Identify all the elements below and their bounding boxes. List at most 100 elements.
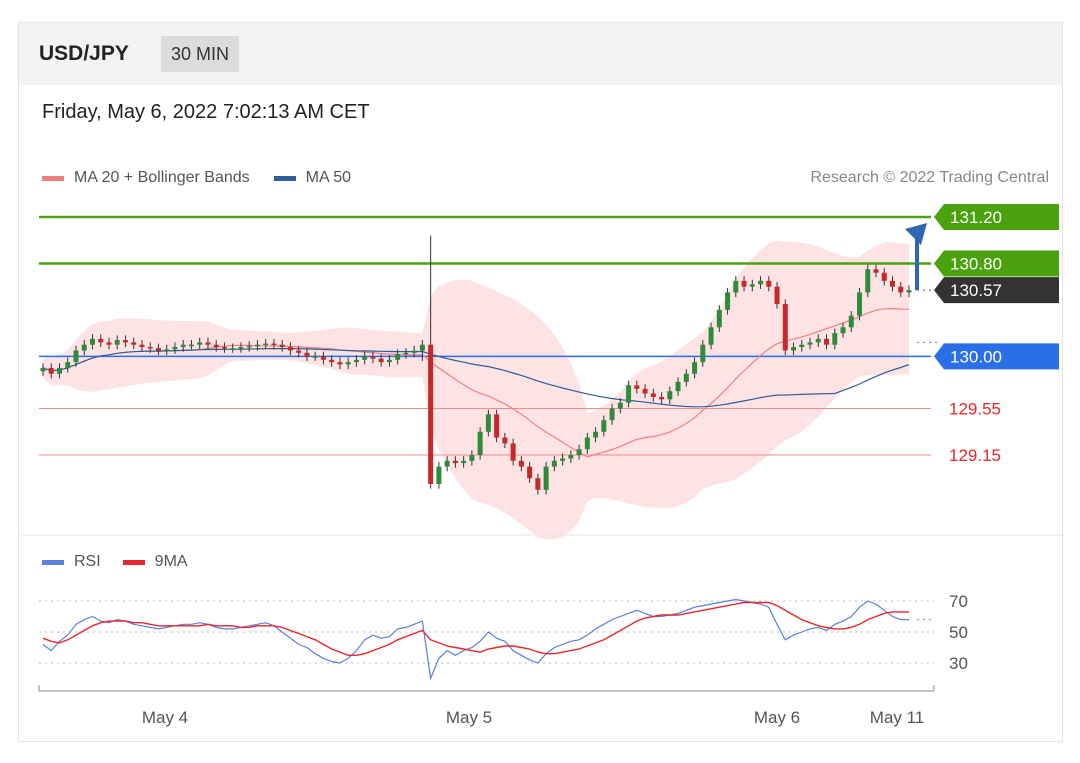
- level-label: 129.55: [949, 400, 1001, 419]
- candle: [197, 337, 203, 350]
- candle-body: [139, 344, 145, 348]
- candle: [48, 363, 54, 379]
- level-label: 129.15: [949, 446, 1001, 465]
- ma50-swatch: [273, 175, 296, 181]
- level-label: 130.00: [950, 347, 1002, 366]
- candle: [40, 363, 46, 377]
- candle-body: [675, 381, 681, 392]
- candle-body: [213, 344, 219, 348]
- timeframe-badge[interactable]: 30 MIN: [161, 36, 240, 72]
- candle-body: [378, 358, 384, 363]
- candle: [708, 322, 714, 350]
- candle: [832, 328, 838, 350]
- candle-body: [370, 356, 376, 359]
- candle-body: [411, 350, 417, 353]
- candle: [593, 427, 599, 443]
- ma50-legend-label: MA 50: [305, 169, 352, 186]
- candle: [716, 305, 722, 332]
- research-credit: Research © 2022 Trading Central: [810, 169, 1049, 186]
- candle: [362, 351, 368, 365]
- candle: [180, 340, 186, 352]
- candle-body: [386, 359, 392, 363]
- candle: [106, 337, 112, 350]
- candle-body: [81, 344, 87, 351]
- candle: [353, 355, 359, 367]
- candle-body: [576, 449, 582, 455]
- level-label: 131.20: [950, 208, 1002, 227]
- candle-body: [485, 414, 491, 432]
- candle-body: [254, 344, 260, 347]
- level-label: 130.80: [950, 254, 1002, 273]
- candle-body: [865, 269, 871, 293]
- forecast-arrow-head: [905, 223, 927, 245]
- candle-body: [815, 338, 821, 343]
- rsi-ma-swatch: [122, 559, 145, 565]
- candle-body: [428, 344, 434, 485]
- rsi-tick-70: 70: [949, 592, 968, 611]
- candle: [733, 276, 739, 298]
- candle: [386, 355, 392, 367]
- candle-body: [873, 269, 879, 273]
- candle-body: [436, 466, 442, 485]
- chart-header: USD/JPY 30 MIN: [19, 23, 1062, 85]
- candle: [527, 461, 533, 483]
- candle-body: [230, 348, 236, 350]
- candle-body: [320, 356, 326, 360]
- candle: [791, 342, 797, 356]
- candle: [782, 299, 788, 356]
- candle-body: [221, 347, 227, 349]
- candle-body: [609, 408, 615, 421]
- level-tag-130-00: 130.00: [934, 343, 1059, 370]
- level-label: 130.57: [950, 281, 1002, 300]
- candle-body: [906, 290, 912, 293]
- candle-body: [147, 347, 153, 349]
- candle-body: [840, 327, 846, 334]
- candle-body: [584, 437, 590, 450]
- candle-body: [749, 284, 755, 287]
- candle: [461, 456, 467, 468]
- candle: [188, 340, 194, 350]
- candle-body: [114, 340, 120, 345]
- x-tick-label: May 11: [870, 708, 925, 727]
- candle-body: [659, 396, 665, 400]
- rsi-swatch: [42, 559, 64, 565]
- candle-body: [122, 340, 128, 343]
- candle-body: [345, 362, 351, 365]
- candle-body: [98, 338, 104, 343]
- candle: [824, 334, 830, 350]
- candle-body: [832, 333, 838, 345]
- candle: [230, 343, 236, 353]
- candle-body: [395, 353, 401, 360]
- candle: [395, 349, 401, 365]
- level-tag-shape: [934, 204, 1059, 230]
- candle: [81, 340, 87, 356]
- candle: [890, 276, 896, 292]
- rsi-line: [42, 598, 909, 681]
- candle: [89, 334, 95, 350]
- candle-body: [329, 359, 335, 363]
- candle-body: [848, 315, 854, 328]
- level-tag-131-20: 131.20: [934, 204, 1059, 230]
- candle: [172, 342, 178, 354]
- candle-body: [535, 478, 541, 490]
- candle: [807, 337, 813, 350]
- candle-body: [560, 458, 566, 461]
- rsi-ma-line: [42, 601, 909, 656]
- bollinger-band: [43, 240, 909, 540]
- chart-datetime: Friday, May 6, 2022 7:02:13 AM CET: [42, 101, 370, 123]
- candle: [601, 415, 607, 437]
- candle-body: [543, 466, 549, 490]
- candle: [304, 348, 310, 361]
- candle: [147, 342, 153, 353]
- candle: [865, 264, 871, 298]
- candle: [452, 456, 458, 468]
- candle-body: [304, 352, 310, 357]
- candle-body: [403, 352, 409, 355]
- candle-body: [296, 350, 302, 353]
- candle: [279, 340, 285, 352]
- candle: [337, 357, 343, 370]
- candle-body: [494, 414, 500, 438]
- candle: [518, 456, 524, 472]
- candle: [287, 342, 293, 356]
- candle-body: [56, 367, 62, 374]
